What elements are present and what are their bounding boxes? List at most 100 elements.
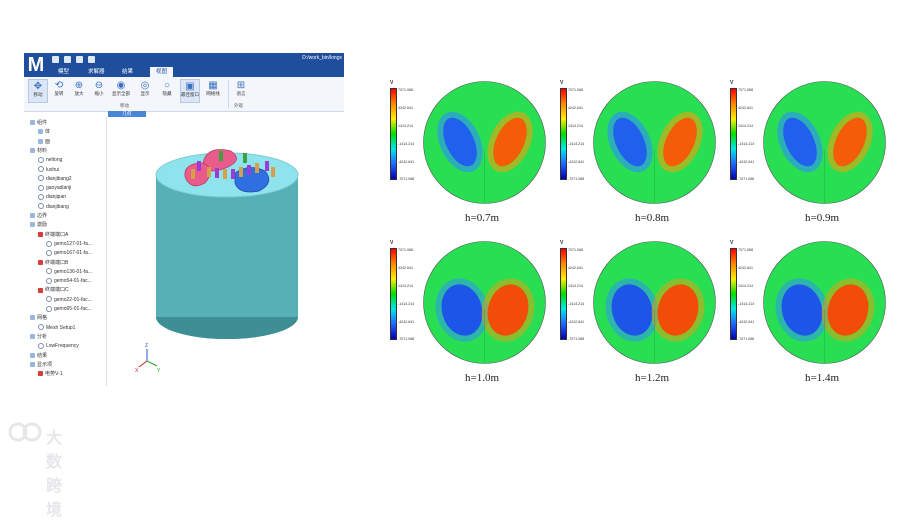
tree-item[interactable]: dianjibang: [38, 203, 69, 212]
tree-node-icon: [38, 166, 44, 173]
tree-item[interactable]: Mesh Setup1: [38, 324, 75, 333]
hide-button[interactable]: ○ 隐藏: [162, 80, 172, 96]
colorbar-tick: 1414.214: [568, 124, 583, 128]
potential-contour-plot: [423, 81, 546, 204]
tree-item-label: neltong: [46, 157, 63, 164]
grid-button[interactable]: ▦ 网格线: [206, 80, 220, 96]
ribbon-separator: [228, 80, 229, 108]
open-folder-icon[interactable]: [64, 56, 71, 63]
zoom-out-button[interactable]: ⊖ 缩小: [94, 80, 104, 96]
tree-item[interactable]: 激励: [30, 221, 47, 230]
zoom-in-button[interactable]: ⊕ 放大: [74, 80, 84, 96]
tree-item-label: 终端端口B: [45, 259, 69, 266]
tree-item[interactable]: 面: [38, 138, 50, 147]
potential-contour-plot: [593, 241, 716, 364]
tree-node-icon: [30, 148, 35, 154]
tree-item[interactable]: gemo54-01-fac...: [46, 277, 92, 286]
tree-node-icon: [38, 342, 44, 349]
colorbar-tick: -1414.214: [568, 142, 585, 146]
show-icon: ◎: [140, 80, 150, 91]
tree-item-label: 激励: [37, 222, 48, 229]
tree-item-label: 电势V-1: [45, 371, 63, 378]
colorbar-tick: -4242.641: [568, 320, 585, 324]
tree-item[interactable]: gaoyadianji: [38, 184, 71, 193]
colorbar: [730, 248, 737, 340]
tab-solver[interactable]: 求解器: [88, 69, 105, 75]
tab-results[interactable]: 结果: [122, 69, 134, 75]
tree-item-label: 体: [45, 129, 51, 136]
tree-item-label: gemo136-01-fa...: [54, 268, 93, 275]
best-window-button[interactable]: ▣ 最佳窗口: [180, 79, 200, 103]
height-label: h=0.7m: [464, 212, 499, 224]
colorbar-tick: 7071.068: [398, 88, 413, 92]
tree-item-label: dianjibang2: [46, 175, 72, 182]
tree-item-label: 材料: [37, 147, 48, 154]
colorbar: [560, 88, 567, 180]
tree-item[interactable]: gemo127-01-fa...: [46, 240, 92, 249]
tree-node-icon: [38, 231, 43, 237]
tree-item[interactable]: 材料: [30, 147, 47, 156]
3d-viewport[interactable]: Z X Y: [107, 117, 344, 386]
potential-contour-plot: [423, 241, 546, 364]
colorbar-tick: -7071.068: [398, 177, 415, 181]
tree-item[interactable]: gemo65-01-fac...: [46, 305, 92, 314]
colorbar-tick: 1414.214: [738, 124, 753, 128]
move-button[interactable]: ✥ 移动: [28, 79, 48, 103]
save-icon[interactable]: [88, 56, 95, 63]
tree-item[interactable]: 显示项: [30, 361, 52, 370]
copy-icon[interactable]: [76, 56, 83, 63]
colorbar-tick: -1414.214: [738, 302, 755, 306]
show-all-button[interactable]: ◉ 显示全部: [112, 80, 130, 96]
geometry-subtab[interactable]: 几何: [108, 111, 146, 117]
tree-item[interactable]: lushui: [38, 166, 59, 175]
potential-contour-grid: V 7071.068 4242.641 1414.214 -1414.214 -4242.…: [380, 80, 900, 390]
tree-item[interactable]: gemo22-01-fac...: [46, 296, 92, 305]
tree-item[interactable]: 分析: [30, 333, 47, 342]
colorbar-tick: -4242.641: [398, 320, 415, 324]
axis-triad: Z X Y: [135, 343, 161, 374]
best-window-icon: ▣: [185, 81, 195, 92]
tree-item[interactable]: gemo136-01-fa...: [46, 268, 92, 277]
show-all-icon: ◉: [116, 80, 126, 91]
new-file-icon[interactable]: [52, 56, 59, 63]
tree-node-icon: [30, 361, 35, 367]
watermark-logo-icon: [8, 422, 42, 442]
tree-item[interactable]: 终端端口C: [38, 286, 69, 295]
colorbar-title: V: [730, 240, 734, 246]
tree-node-icon: [30, 315, 35, 321]
tree-item[interactable]: 终端端口B: [38, 259, 68, 268]
language-icon: ⊞: [236, 80, 246, 91]
tree-item[interactable]: neltong: [38, 156, 62, 165]
tree-item[interactable]: gemo167-01-fa...: [46, 249, 92, 258]
contour-panel: V 7071.068 4242.641 1414.214 -1414.214 -4242.…: [550, 80, 716, 230]
show-button[interactable]: ◎ 显示: [140, 80, 150, 96]
tree-item[interactable]: 电势V-1: [38, 370, 63, 379]
tree-item[interactable]: LowFrequency: [38, 342, 79, 351]
tree-item[interactable]: 终端端口A: [38, 231, 68, 240]
tree-item[interactable]: 网格: [30, 314, 47, 323]
watermark: 大数跨境: [8, 420, 62, 519]
height-label: h=1.4m: [804, 372, 839, 384]
tree-item[interactable]: dianjibang2: [38, 175, 72, 184]
tree-item-label: 面: [45, 138, 51, 145]
tree-node-icon: [30, 222, 35, 228]
language-button[interactable]: ⊞ 语言: [236, 80, 246, 96]
zoom-in-icon: ⊕: [74, 80, 84, 91]
grid-icon: ▦: [208, 80, 218, 91]
group-appearance-label: 外观: [234, 103, 243, 108]
axis-y-label: Y: [157, 368, 161, 374]
height-label: h=0.8m: [634, 212, 669, 224]
tree-node-icon: [38, 129, 43, 135]
tree-item[interactable]: 结果: [30, 352, 47, 361]
potential-contour-plot: [593, 81, 716, 204]
tab-model[interactable]: 模型: [58, 69, 70, 75]
tree-item[interactable]: 组件: [30, 119, 47, 128]
tree-item[interactable]: 边界: [30, 212, 47, 221]
colorbar-tick: -7071.068: [568, 177, 585, 181]
colorbar-tick: -7071.068: [398, 337, 415, 341]
height-label: h=1.0m: [464, 372, 499, 384]
tab-view[interactable]: 视图: [150, 67, 174, 77]
rotate-button[interactable]: ⟲ 旋转: [54, 80, 64, 96]
tree-item[interactable]: 体: [38, 128, 50, 137]
tree-item[interactable]: dianjipan: [38, 193, 66, 202]
